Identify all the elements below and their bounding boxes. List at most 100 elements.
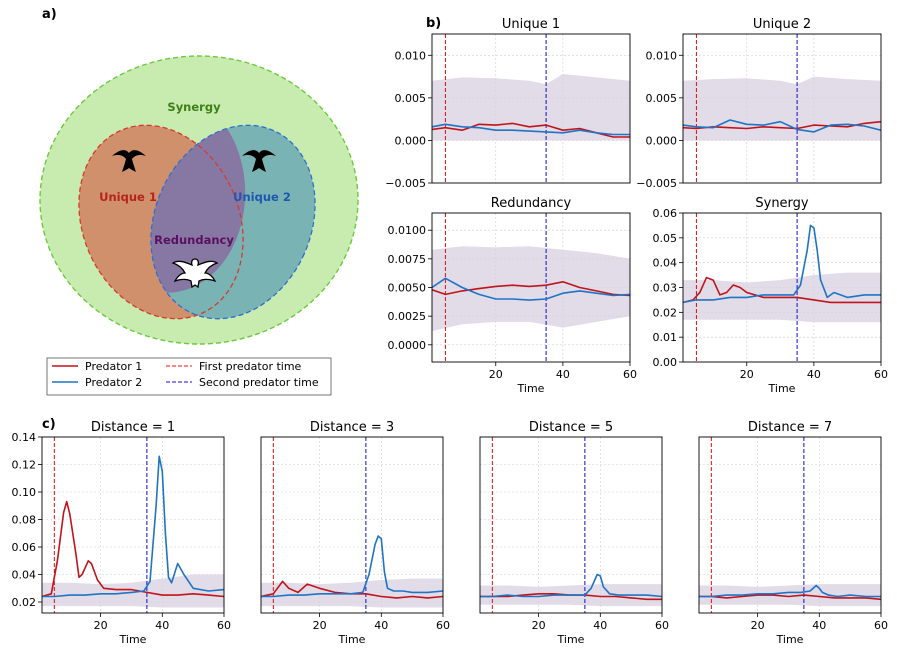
synergy-label: Synergy	[167, 100, 221, 114]
panel-label-a: a)	[42, 7, 57, 22]
unique1-outline	[78, 124, 244, 320]
legend-label: Predator 1	[85, 360, 142, 373]
y-tick-label: 0.04	[653, 257, 678, 270]
y-tick-label: −0.005	[385, 177, 426, 190]
chart-title: Unique 2	[753, 17, 811, 32]
x-tick-label: 60	[655, 619, 669, 632]
white-bird-icon	[171, 258, 219, 289]
chart-title: Distance = 5	[529, 420, 613, 435]
y-tick-label: 0.02	[12, 596, 37, 609]
series-predator-2	[683, 119, 881, 133]
charts: −0.005 0.000 0.005 0.010 Unique 1 −0.005 0.000…	[12, 17, 889, 646]
series-predator-2	[683, 224, 881, 304]
axes-frame	[260, 436, 444, 614]
chart-4: 0.00 0.01 0.02 0.03 0.04 0.05 0.06 20 40 60 Synerg…	[653, 196, 889, 395]
x-tick-label: 40	[155, 619, 169, 632]
series-predator-1	[432, 280, 630, 297]
chart-title: Redundancy	[491, 196, 572, 211]
y-tick-label: 0.05	[653, 232, 678, 245]
unique1-label: Unique 1	[99, 190, 157, 204]
series-predator-1	[683, 276, 881, 304]
series-predator-1	[699, 594, 881, 601]
y-tick-label: 0.0050	[388, 282, 427, 295]
axes-frame	[479, 436, 663, 614]
y-tick-label: 0.010	[646, 49, 678, 62]
axes-frame	[682, 33, 882, 184]
y-tick-label: 0.005	[646, 92, 678, 105]
x-tick-label: 20	[532, 619, 546, 632]
redundancy-label: Redundancy	[154, 233, 234, 247]
x-tick-label: 20	[313, 619, 327, 632]
y-tick-label: 0.03	[653, 282, 678, 295]
x-tick-label: 20	[740, 368, 754, 381]
unique2-outline	[150, 124, 316, 320]
x-tick-label: 20	[489, 368, 503, 381]
panel-label-b: b)	[426, 16, 441, 31]
null-band	[699, 584, 881, 607]
y-tick-label: 0.010	[395, 49, 427, 62]
series-predator-2	[432, 123, 630, 136]
unique2-label: Unique 2	[233, 190, 291, 204]
y-tick-label: 0.06	[12, 541, 37, 554]
chart-title: Distance = 3	[310, 420, 394, 435]
x-axis-label: Time	[557, 633, 585, 646]
y-tick-label: 0.12	[12, 459, 37, 472]
y-tick-label: −0.005	[636, 177, 677, 190]
series-predator-2	[699, 584, 881, 598]
bird-silhouette-icon	[242, 150, 276, 172]
x-tick-label: 40	[807, 368, 821, 381]
null-band	[432, 246, 630, 332]
null-band	[42, 574, 224, 608]
series-predator-1	[261, 580, 443, 599]
chart-title: Distance = 1	[91, 420, 175, 435]
legend-label: Predator 2	[85, 376, 142, 389]
chart-title: Distance = 7	[748, 420, 832, 435]
series-predator-2	[261, 535, 443, 598]
x-tick-label: 40	[812, 619, 826, 632]
legend-frame	[46, 357, 332, 396]
chart-title: Synergy	[755, 196, 809, 211]
chart-7: 20 40 60 Distance = 5 Time	[479, 420, 669, 646]
y-tick-label: 0.005	[395, 92, 427, 105]
chart-6: 20 40 60 Distance = 3 Time	[260, 420, 450, 646]
venn-diagram: Synergy Unique 1 Unique 2 Redundancy	[39, 55, 359, 345]
bird-silhouette-icon	[112, 150, 146, 172]
axes-frame	[698, 436, 882, 614]
x-tick-label: 20	[751, 619, 765, 632]
series-predator-2	[480, 573, 662, 598]
y-tick-label: 0.01	[653, 331, 678, 344]
y-tick-label: 0.0100	[388, 224, 427, 237]
x-tick-label: 40	[374, 619, 388, 632]
y-tick-label: 0.04	[12, 569, 37, 582]
x-axis-label: Time	[768, 382, 796, 395]
y-tick-label: 0.08	[12, 514, 37, 527]
x-tick-label: 60	[874, 619, 888, 632]
y-tick-label: 0.000	[395, 134, 427, 147]
x-tick-label: 60	[874, 368, 888, 381]
series-predator-1	[42, 500, 224, 598]
chart-1: −0.005 0.000 0.005 0.010 Unique 1	[385, 17, 631, 190]
x-tick-label: 60	[623, 368, 637, 381]
chart-8: 20 40 60 Distance = 7 Time	[698, 420, 888, 646]
series-predator-2	[432, 277, 630, 301]
axes-frame	[431, 33, 631, 184]
legend: Predator 1 Predator 2 First predator time S…	[46, 357, 332, 396]
chart-2: −0.005 0.000 0.005 0.010 Unique 2	[636, 17, 882, 190]
x-axis-label: Time	[119, 633, 147, 646]
null-band	[683, 76, 881, 141]
legend-label: First predator time	[199, 360, 302, 373]
x-axis-label: Time	[338, 633, 366, 646]
axes-frame	[41, 436, 225, 614]
x-tick-label: 40	[556, 368, 570, 381]
y-tick-label: 0.0075	[388, 253, 427, 266]
y-tick-label: 0.000	[646, 134, 678, 147]
chart-3: 0.0000 0.0025 0.0050 0.0075 0.0100 20 40 60 Redu…	[388, 196, 638, 395]
x-tick-label: 60	[217, 619, 231, 632]
legend-label: Second predator time	[199, 376, 319, 389]
y-tick-label: 0.14	[12, 431, 37, 444]
panel-label-c: c)	[42, 417, 56, 432]
y-tick-label: 0.10	[12, 486, 37, 499]
series-predator-1	[683, 120, 881, 130]
series-predator-2	[42, 455, 224, 598]
